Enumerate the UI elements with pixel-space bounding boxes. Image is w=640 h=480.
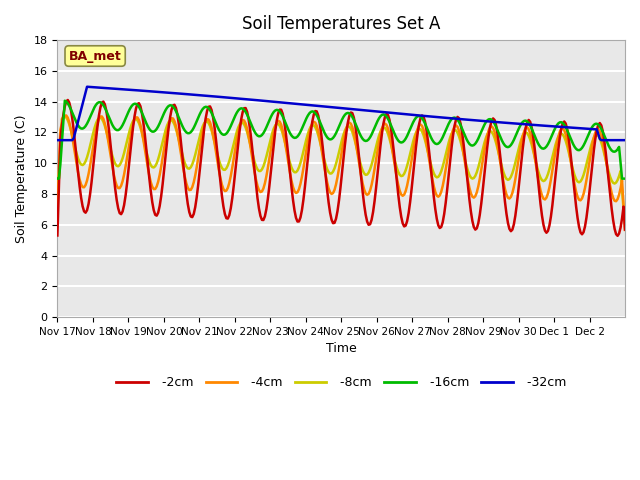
Y-axis label: Soil Temperature (C): Soil Temperature (C) — [15, 114, 28, 243]
Legend:  -2cm,  -4cm,  -8cm,  -16cm,  -32cm: -2cm, -4cm, -8cm, -16cm, -32cm — [111, 371, 571, 394]
Title: Soil Temperatures Set A: Soil Temperatures Set A — [242, 15, 440, 33]
X-axis label: Time: Time — [326, 342, 356, 356]
Text: BA_met: BA_met — [68, 49, 122, 62]
